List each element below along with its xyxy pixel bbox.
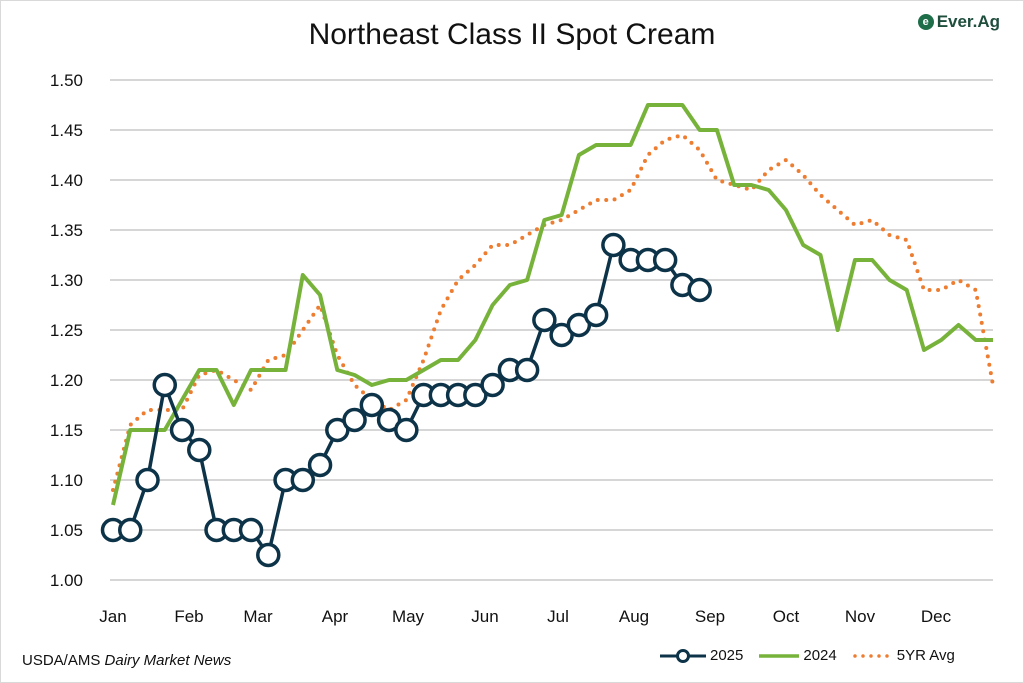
series-2025-point	[532, 307, 557, 333]
legend-marker-5yr	[853, 653, 893, 658]
legend-item-5yr-avg: 5YR Avg	[853, 647, 955, 664]
series-2025-point	[583, 302, 609, 328]
series-2025-point	[480, 372, 505, 398]
series-2025-point	[118, 517, 143, 543]
source-italic: Dairy Market News	[104, 652, 232, 669]
series-2025-point	[687, 277, 712, 303]
y-tick-label: 1.50	[50, 71, 83, 90]
legend-item-2025: 2025	[660, 647, 743, 664]
legend-label: 5YR Avg	[896, 647, 955, 664]
x-tick-label: Mar	[243, 607, 273, 626]
series-2025-point	[135, 467, 160, 493]
x-tick-label: May	[392, 607, 425, 626]
series-2025-point	[359, 392, 385, 418]
x-tick-label: Jun	[471, 607, 498, 626]
series-5yr-avg-line	[111, 132, 995, 492]
x-tick-label: Aug	[619, 607, 649, 626]
y-tick-label: 1.40	[50, 171, 83, 190]
x-tick-label: Sep	[695, 607, 725, 626]
legend-label: 2024	[803, 647, 837, 664]
legend-marker-2025	[660, 648, 706, 663]
x-tick-label: Nov	[845, 607, 876, 626]
series-2025-point	[169, 417, 195, 443]
x-tick-label: Oct	[773, 607, 800, 626]
x-tick-label: Jul	[547, 607, 569, 626]
source-prefix: USDA/AMS	[22, 652, 105, 669]
y-tick-label: 1.45	[50, 121, 83, 140]
legend-item-2024: 2024	[759, 647, 837, 664]
ever-ag-logo: e Ever.Ag	[917, 12, 1000, 32]
series-2025-point	[187, 437, 212, 463]
y-tick-label: 1.30	[50, 271, 83, 290]
y-tick-label: 1.25	[50, 321, 83, 340]
source-note: USDA/AMS Dairy Market News	[22, 652, 231, 669]
series-2025-point	[342, 407, 367, 433]
logo-icon: e	[917, 14, 934, 30]
series-2025-point	[152, 372, 178, 398]
x-tick-label: Jan	[99, 607, 126, 626]
y-tick-label: 1.10	[50, 471, 83, 490]
x-tick-label: Apr	[322, 607, 349, 626]
series-2025-point	[652, 247, 678, 273]
series-2025-point	[601, 232, 626, 258]
series-2025-point	[307, 452, 333, 478]
x-tick-label: Feb	[174, 607, 203, 626]
y-tick-label: 1.20	[50, 371, 83, 390]
y-tick-label: 1.15	[50, 421, 83, 440]
y-tick-label: 1.05	[50, 521, 83, 540]
series-2025-point	[290, 467, 316, 493]
series-2024-line	[111, 103, 993, 506]
y-tick-label: 1.35	[50, 221, 83, 240]
y-tick-label: 1.00	[50, 571, 83, 590]
logo-text: Ever.Ag	[936, 12, 1000, 31]
x-tick-label: Dec	[921, 607, 952, 626]
chart-title: Northeast Class II Spot Cream	[308, 18, 716, 51]
legend: 2025 2024 5YR Avg	[660, 647, 955, 664]
series-2025-point	[514, 357, 540, 383]
series-2025-point	[238, 517, 264, 543]
legend-marker-2024	[759, 653, 800, 658]
legend-label: 2025	[710, 647, 744, 664]
series-2025-point	[394, 417, 419, 443]
series-2025-point	[256, 542, 281, 568]
